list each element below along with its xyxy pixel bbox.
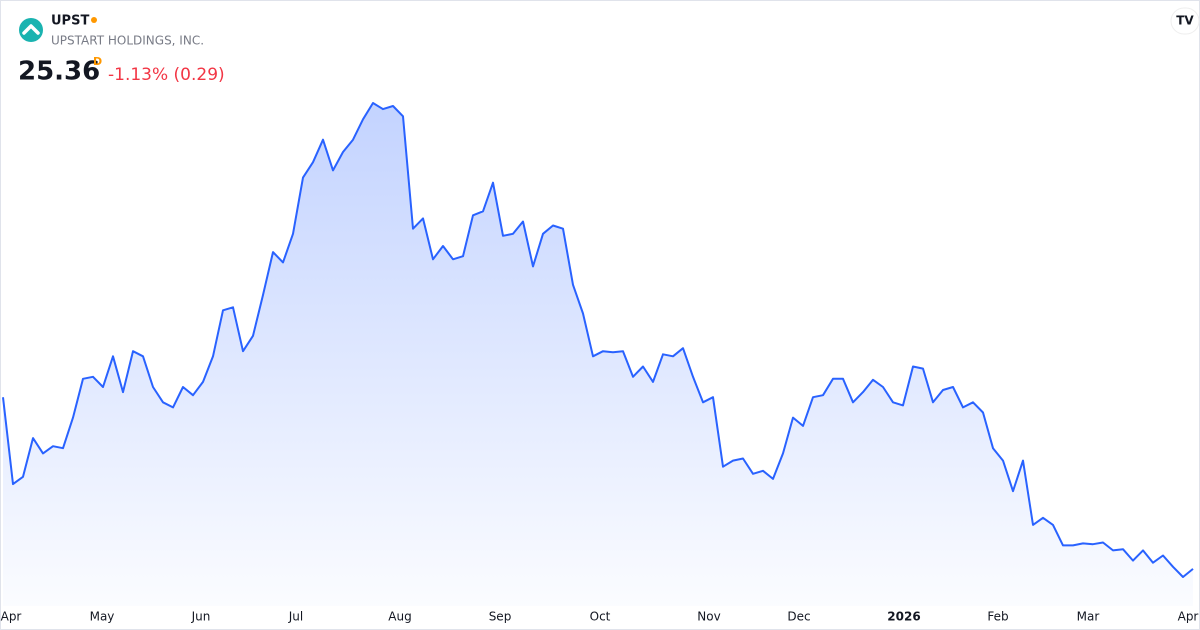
x-tick-label: Aug — [388, 610, 411, 624]
x-tick-label: Jul — [288, 610, 303, 624]
ticker: UPST — [51, 14, 89, 29]
line — [2, 102, 1194, 578]
logo — [19, 18, 43, 42]
x-tick-label: Jun — [191, 610, 211, 624]
x-tick-label: May — [90, 610, 115, 624]
tv-logo[interactable]: TV — [1176, 14, 1194, 28]
company-name: UPSTART HOLDINGS, INC. — [51, 34, 204, 48]
interval: D — [93, 55, 102, 68]
change: -1.13% (0.29) — [108, 65, 225, 85]
logo-mark — [22, 24, 40, 35]
x-tick-label: Mar — [1077, 610, 1100, 624]
x-tick-label: Feb — [987, 610, 1008, 624]
x-tick-label: Sep — [489, 610, 512, 624]
x-tick-label: 2026 — [887, 610, 920, 624]
x-tick-label: Apr — [1, 610, 22, 624]
x-tick-label: Dec — [787, 610, 810, 624]
x-tick-label: Oct — [590, 610, 611, 624]
x-tick-label: Apr — [1178, 610, 1199, 624]
tv-logo-bg[interactable] — [1170, 7, 1200, 35]
status-dot — [91, 17, 97, 23]
x-tick-label: Nov — [697, 610, 720, 624]
price: 25.36 — [18, 57, 100, 87]
